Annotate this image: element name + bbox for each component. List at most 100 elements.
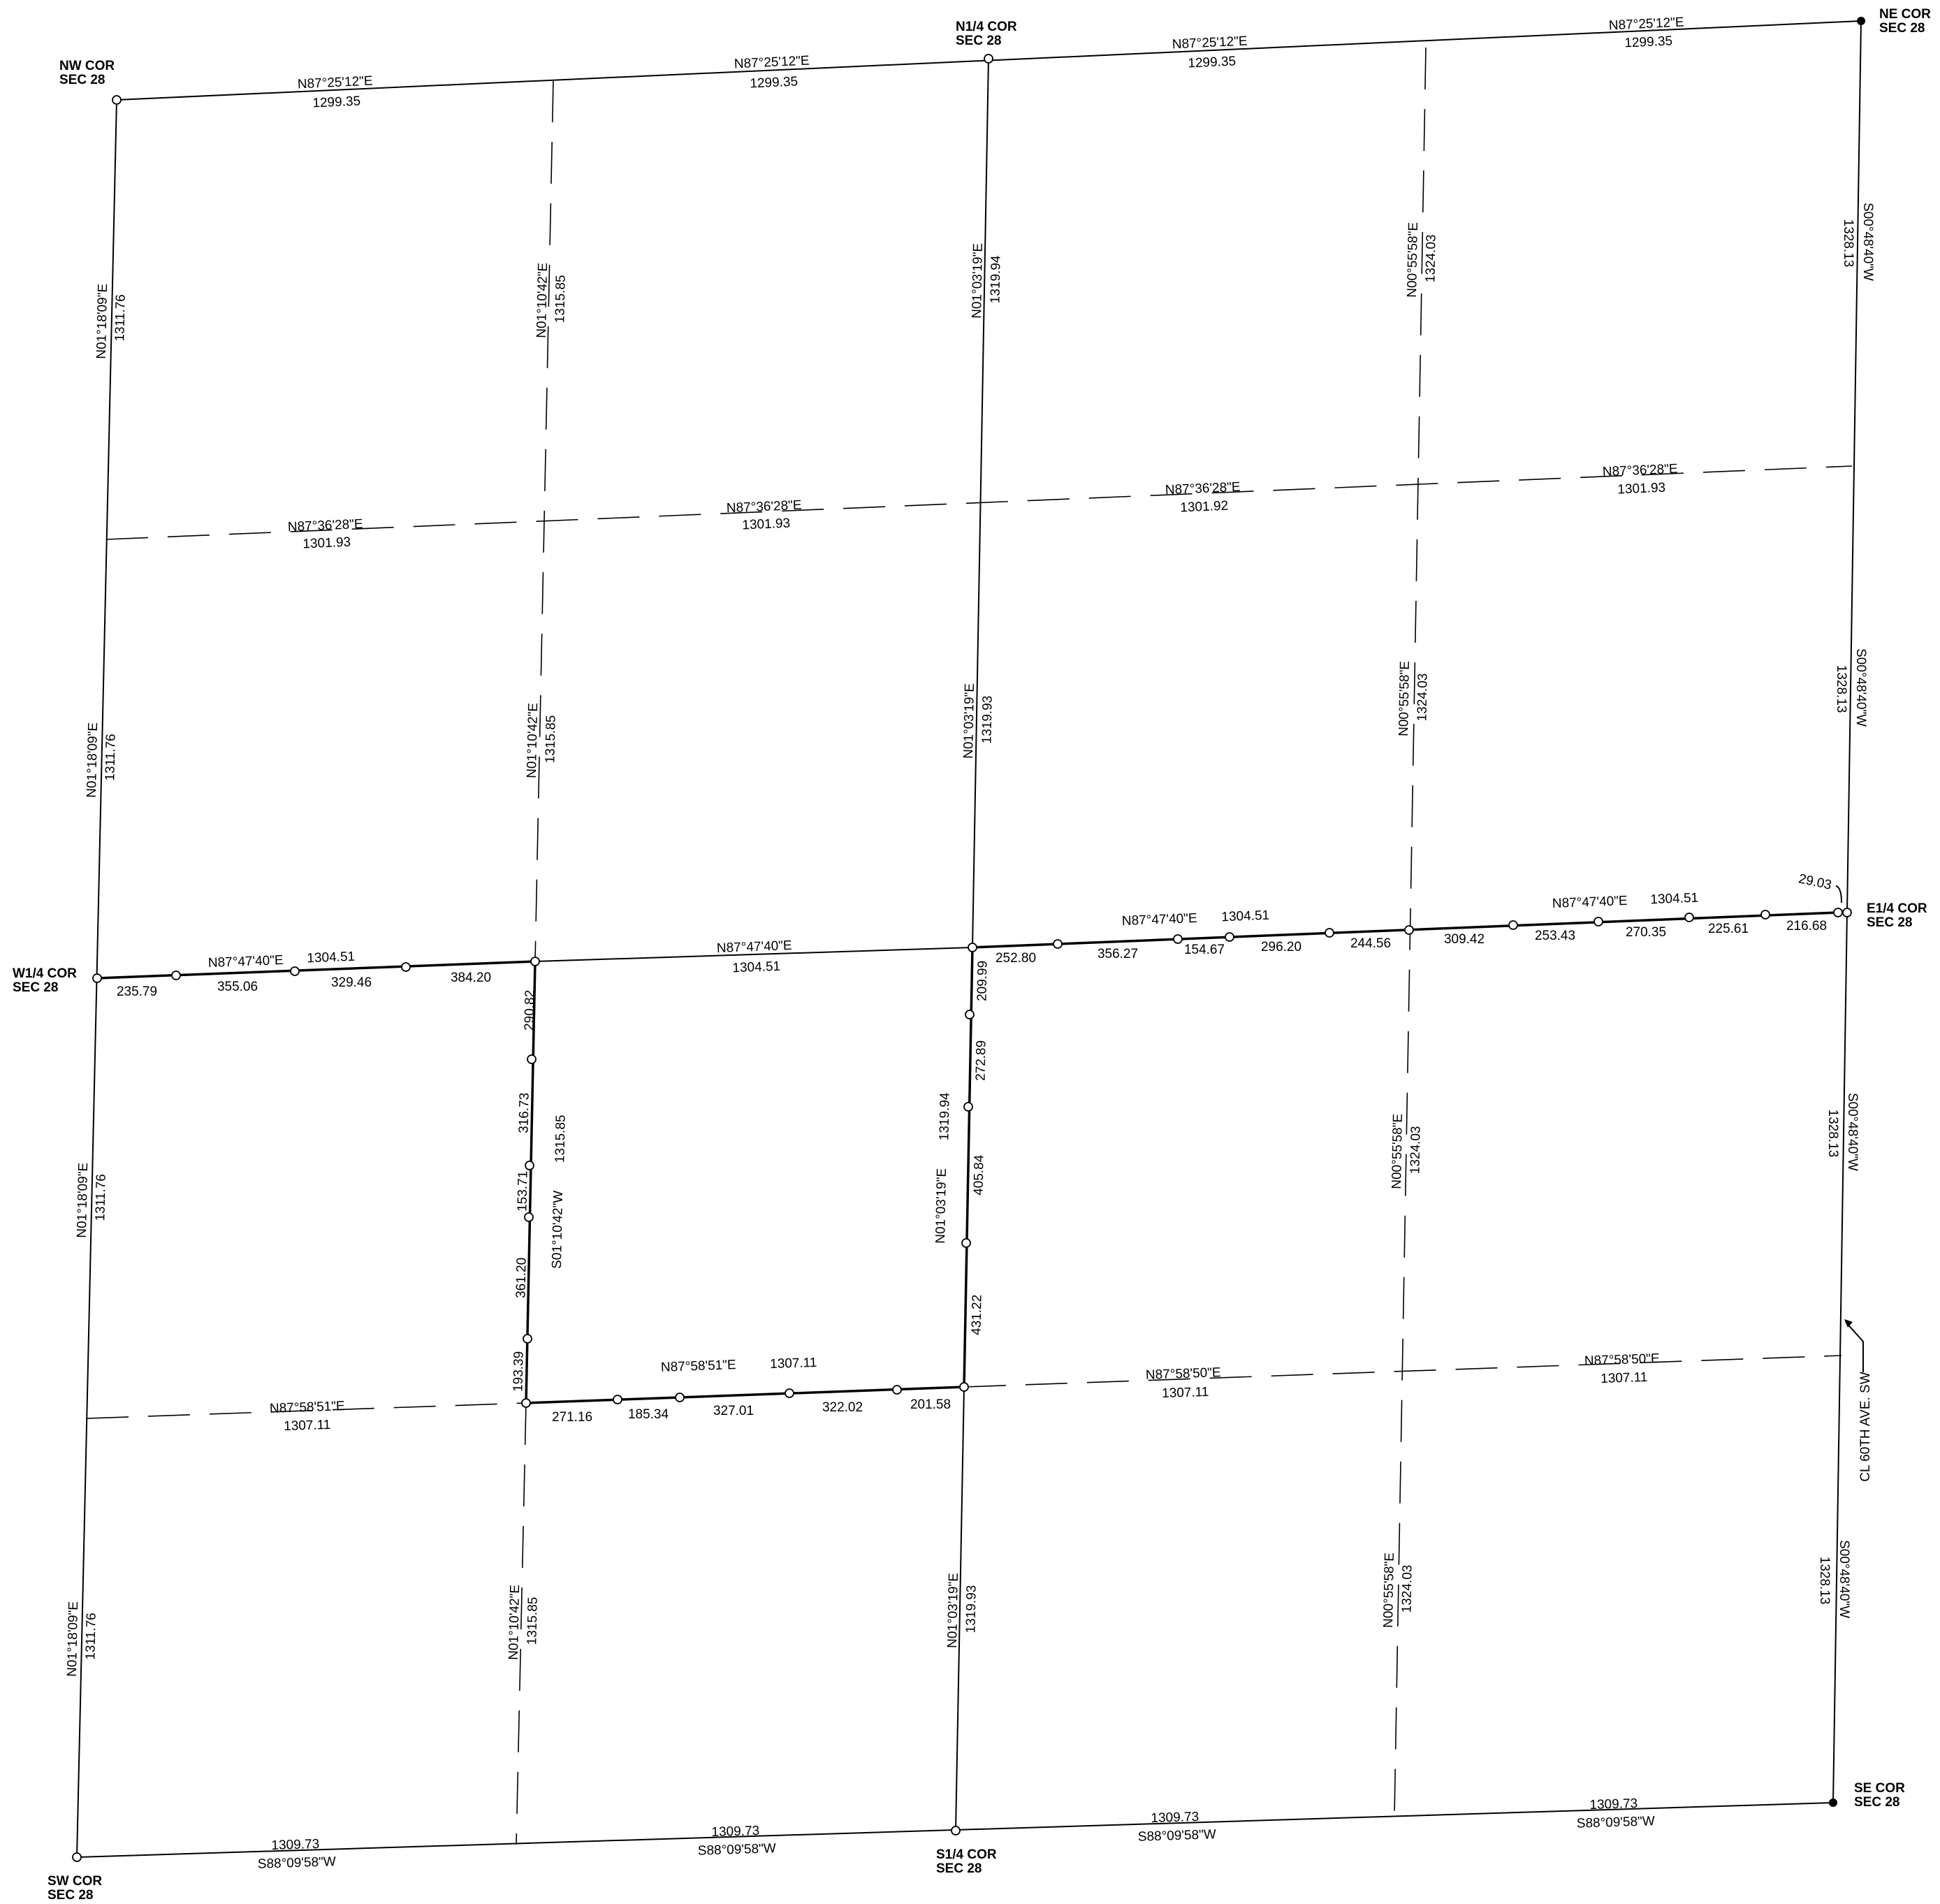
south-sixteenth-heavy	[525, 1386, 965, 1404]
road-label: CL 60TH AVE. SW	[1858, 1372, 1873, 1481]
segment-label: 235.79	[117, 984, 157, 999]
segment-label: 361.20	[513, 1258, 529, 1299]
segment-label: 309.42	[1444, 932, 1485, 947]
south-line-labels: 1309.73 S88°09'58"W 1309.73 S88°09'58"W …	[258, 1796, 1656, 1872]
west-sixteenth-point	[525, 1161, 534, 1170]
bearing-label: N01°18'09"E	[94, 284, 110, 359]
label-line: SEC 28	[936, 1861, 982, 1876]
bearing-label: N87°25'12"E	[1608, 15, 1684, 34]
bearing-label: N01°03'19"E	[945, 1573, 961, 1648]
nw-corner-label: NW COR SEC 28	[59, 59, 115, 87]
bearing-label: N01°18'09"E	[85, 722, 101, 798]
segment-label: 153.71	[515, 1171, 530, 1212]
distance-label: 1311.76	[103, 734, 119, 781]
distance-label: 1304.51	[307, 950, 355, 966]
bearing-label: N01°10'42"E	[534, 263, 550, 338]
ne-corner-monument	[1857, 17, 1865, 25]
distance-label: 1301.93	[742, 516, 791, 533]
segment-label: 244.56	[1350, 936, 1391, 951]
quarter-line-point	[1173, 934, 1183, 944]
label-line: E1/4 COR	[1867, 901, 1927, 916]
distance-label: 1311.76	[112, 294, 129, 342]
bearing-label: N87°58'51"E	[661, 1358, 736, 1375]
bearing-label: N87°47'40"E	[1122, 911, 1197, 929]
segment-label: 185.34	[628, 1407, 669, 1422]
quarter-line-point	[1508, 920, 1518, 930]
segment-label: 296.20	[1261, 940, 1301, 954]
nw-corner-point	[112, 95, 122, 105]
west-sixteenth-line-north	[534, 80, 554, 962]
distance-label: 1309.73	[271, 1837, 319, 1853]
section-boundary	[76, 20, 1862, 1858]
quarter-line-point	[1593, 917, 1603, 926]
distance-label: 1324.03	[1399, 1564, 1415, 1613]
bearing-label: N01°18'09"E	[75, 1163, 91, 1238]
south-sixteenth-point	[785, 1388, 794, 1398]
west-sixteenth-line-south	[516, 1402, 527, 1845]
west-sixteenth-point	[527, 1054, 537, 1064]
distance-label: 1319.93	[979, 695, 995, 743]
distance-label: 1315.85	[525, 1597, 540, 1645]
w16-quarter-point	[530, 957, 540, 966]
segment-label: 405.84	[971, 1154, 986, 1196]
segment-label: 271.16	[552, 1410, 592, 1425]
se-corner-label: SE COR SEC 28	[1854, 1781, 1905, 1810]
distance-label: 1307.11	[1600, 1370, 1648, 1386]
bearing-label: N87°25'12"E	[297, 74, 373, 92]
bearing-label: N01°10'42"E	[506, 1585, 523, 1660]
segment-label: 154.67	[1184, 943, 1225, 957]
quarter-line-point	[401, 962, 411, 972]
label-line: NW COR	[59, 59, 115, 73]
east-line-labels: 1328.13 S00°48'40"W 1328.13 S00°48'40"W …	[1817, 203, 1875, 1618]
bearing-label: N87°25'12"E	[1172, 34, 1248, 52]
bearing-label: S88°09'58"W	[258, 1854, 337, 1872]
bearing-label: S88°09'58"W	[1138, 1827, 1217, 1845]
s14-corner-label: S1/4 COR SEC 28	[936, 1847, 997, 1876]
segment-label: 225.61	[1708, 922, 1749, 936]
south-sixteenth-point	[613, 1395, 622, 1404]
tie-label: 29.03	[1797, 871, 1833, 892]
quarter-line-west-heavy	[96, 960, 536, 980]
quarter-line-middle	[534, 947, 973, 962]
distance-label: 1307.11	[284, 1418, 331, 1434]
bearing-label: S00°48'40"W	[1853, 648, 1868, 727]
distance-label: 1299.35	[312, 94, 361, 110]
label-line: SW COR	[48, 1874, 102, 1889]
sw-corner-point	[72, 1852, 82, 1862]
bearing-label: S01°10'42"W	[550, 1191, 566, 1269]
segment-label: 384.20	[451, 971, 491, 985]
bearing-label: N01°18'09"E	[65, 1601, 81, 1677]
quarter-line-point	[1225, 932, 1234, 942]
e14-corner-point	[1842, 908, 1852, 917]
north-sixteenth-line	[105, 465, 1853, 540]
bearing-label: S00°48'40"W	[1860, 203, 1875, 281]
segment-label: 253.43	[1535, 929, 1575, 943]
bearing-label: S88°09'58"W	[698, 1841, 777, 1859]
distance-label: 1324.03	[1415, 673, 1430, 721]
bearing-label: N00°55'58"E	[1405, 222, 1421, 298]
bearing-label: N00°55'58"E	[1396, 661, 1413, 736]
label-line: SEC 28	[1867, 915, 1912, 930]
east-sixteenth-labels: N00°55'58"E 1324.03 N00°55'58"E 1324.03 …	[1381, 222, 1439, 1628]
road-leader-arrow-icon	[1844, 1319, 1853, 1328]
distance-label: 1315.85	[553, 275, 568, 323]
bearing-label: N87°36'28"E	[1165, 480, 1241, 497]
quarter-line-point	[1325, 928, 1334, 938]
label-line: S1/4 COR	[936, 1847, 997, 1862]
label-line: N1/4 COR	[956, 20, 1017, 34]
distance-label: 1319.94	[988, 255, 1003, 303]
south-sixteenth-line-west	[86, 1402, 527, 1419]
label-line: NE COR	[1879, 7, 1931, 22]
quarter-line-point	[171, 971, 181, 980]
distance-label: 1328.13	[1825, 1110, 1840, 1158]
distance-label: 1319.94	[937, 1092, 952, 1140]
center-line-labels: N01°03'19"E 1319.94 N01°03'19"E 1319.93 …	[933, 243, 1004, 1648]
label-line: SEC 28	[1879, 21, 1925, 36]
segment-label: 322.02	[822, 1400, 863, 1415]
label-line: SE COR	[1854, 1781, 1905, 1796]
west-sixteenth-point	[524, 1212, 534, 1222]
segment-label: 355.06	[217, 980, 258, 994]
n14-corner-label: N1/4 COR SEC 28	[956, 20, 1017, 48]
bearing-label: N01°03'19"E	[933, 1168, 949, 1244]
